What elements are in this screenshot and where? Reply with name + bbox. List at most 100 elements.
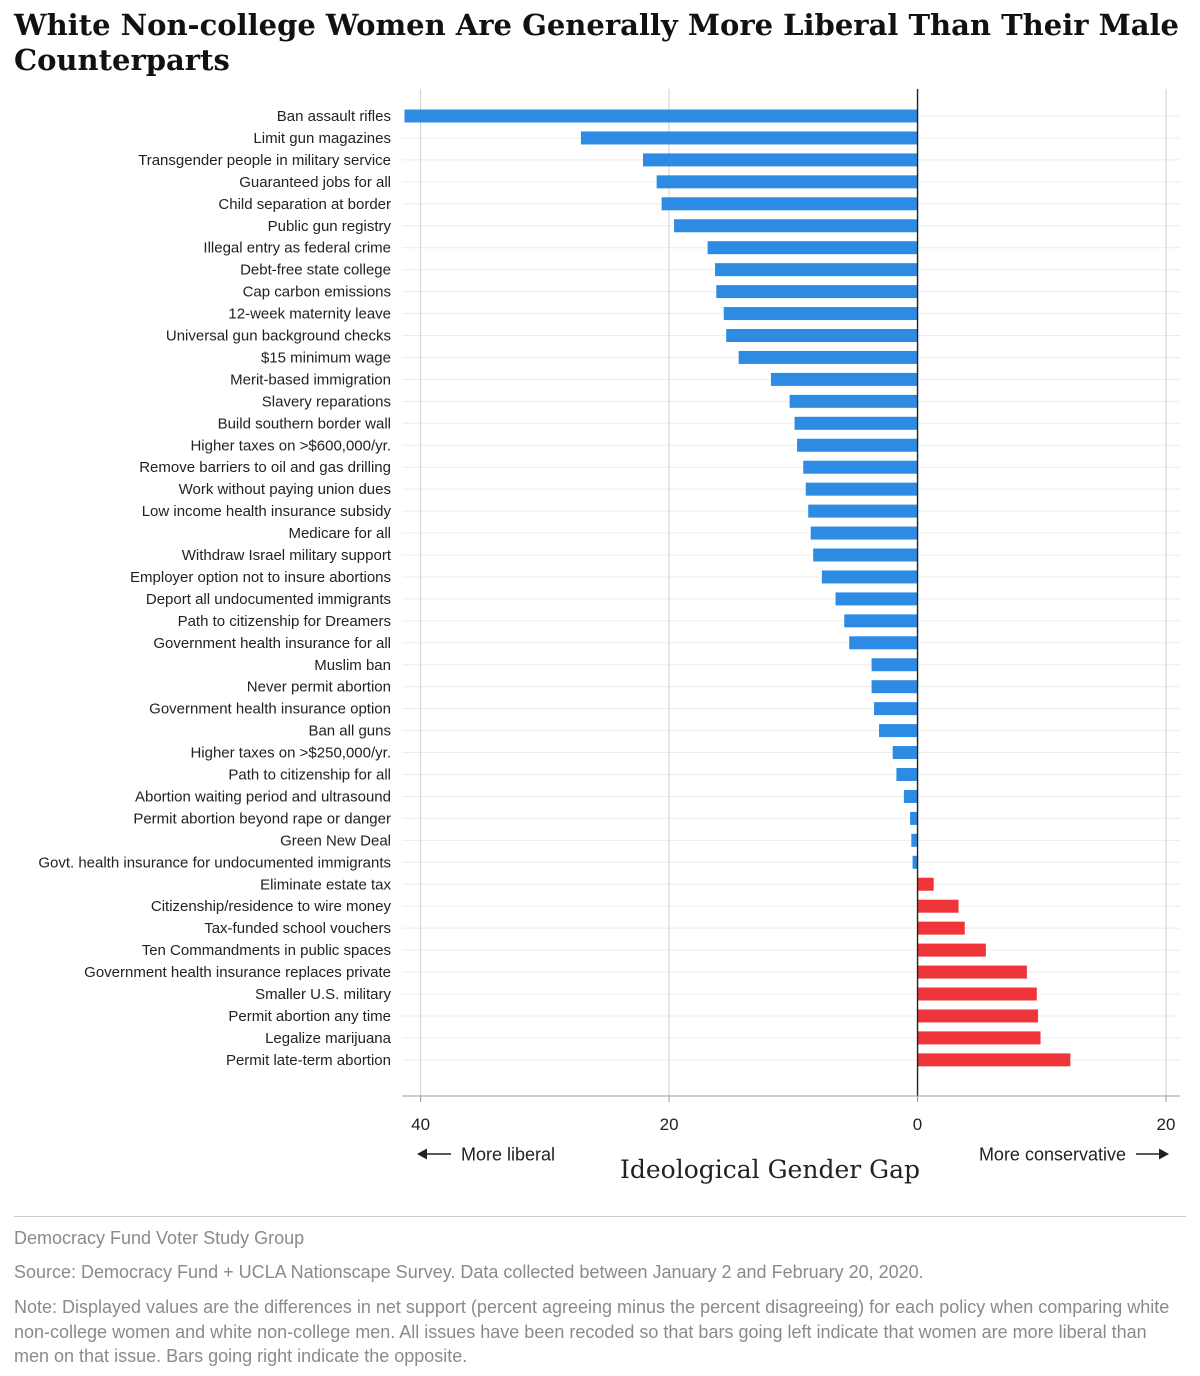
- bar: [903, 789, 918, 803]
- bar: [917, 1031, 1041, 1045]
- chart-title: White Non-college Women Are Generally Mo…: [14, 8, 1179, 77]
- bar: [917, 965, 1027, 979]
- category-label: Higher taxes on >$250,000/yr.: [190, 745, 391, 762]
- source-note: Source: Democracy Fund + UCLA Nationscap…: [14, 1262, 924, 1282]
- bar: [770, 372, 918, 386]
- category-label: Build southern border wall: [218, 415, 391, 432]
- bar: [917, 1053, 1071, 1067]
- bar: [871, 680, 918, 694]
- category-label: Remove barriers to oil and gas drilling: [139, 459, 391, 476]
- category-label: Debt-free state college: [240, 262, 391, 279]
- bar: [813, 548, 918, 562]
- category-label: Low income health insurance subsidy: [142, 503, 392, 520]
- category-label: Higher taxes on >$600,000/yr.: [190, 437, 391, 454]
- category-label: Child separation at border: [218, 196, 391, 213]
- category-label: Deport all undocumented immigrants: [146, 591, 391, 608]
- bar: [871, 658, 918, 672]
- bar: [797, 438, 918, 452]
- category-label: Permit abortion beyond rape or danger: [133, 810, 391, 827]
- category-label: Permit abortion any time: [228, 1008, 391, 1025]
- category-label: Government health insurance for all: [153, 635, 391, 652]
- bar: [892, 746, 918, 760]
- category-label: Permit late-term abortion: [226, 1052, 391, 1069]
- x-tick-label: 20: [1157, 1115, 1176, 1134]
- category-label: Legalize marijuana: [265, 1030, 392, 1047]
- category-label: Path to citizenship for all: [228, 767, 391, 784]
- category-label: Universal gun background checks: [166, 328, 391, 345]
- bar: [707, 241, 918, 255]
- bar: [879, 724, 918, 738]
- category-label: Tax-funded school vouchers: [204, 920, 391, 937]
- category-label: Illegal entry as federal crime: [203, 240, 391, 257]
- bar: [917, 943, 986, 957]
- bar: [874, 702, 918, 716]
- bars: [404, 109, 1071, 1067]
- methodology-note: Note: Displayed values are the differenc…: [14, 1297, 1170, 1366]
- bar: [844, 614, 918, 628]
- category-label: Abortion waiting period and ultrasound: [135, 788, 391, 805]
- bar: [803, 460, 918, 474]
- bar: [716, 285, 918, 299]
- right-arrow-head: [1159, 1148, 1169, 1160]
- category-label: Cap carbon emissions: [243, 284, 391, 301]
- bar: [580, 131, 918, 145]
- bar: [715, 263, 918, 277]
- bar: [917, 1009, 1039, 1023]
- bar: [794, 416, 918, 430]
- footer-divider: [14, 1216, 1186, 1217]
- bar: [917, 877, 934, 891]
- bar-chart: Ban assault rifles Limit gun magazines Tra…: [38, 89, 1180, 1184]
- x-tick-label: 20: [660, 1115, 679, 1134]
- category-label: Government health insurance replaces pri…: [84, 964, 391, 981]
- bar: [789, 394, 918, 408]
- category-label: Ban assault rifles: [277, 108, 391, 125]
- category-label: Smaller U.S. military: [255, 986, 391, 1003]
- bar: [661, 197, 918, 211]
- category-label: 12-week maternity leave: [228, 306, 391, 323]
- category-label: Govt. health insurance for undocumented …: [38, 854, 391, 871]
- x-axis-ticks: 40 20 0 20: [402, 1095, 1180, 1134]
- bar: [917, 921, 965, 935]
- category-label: Muslim ban: [314, 657, 391, 674]
- bar: [917, 899, 959, 913]
- bar: [643, 153, 918, 167]
- bar: [910, 811, 918, 825]
- brand-credit: Democracy Fund Voter Study Group: [14, 1228, 305, 1248]
- bar: [835, 592, 918, 606]
- category-label: Withdraw Israel military support: [182, 547, 392, 564]
- x-tick-label: 40: [411, 1115, 430, 1134]
- grid-lines: [402, 89, 1180, 1096]
- category-label: Ban all guns: [308, 723, 391, 740]
- bar: [808, 504, 918, 518]
- more-conservative-label: More conservative: [979, 1145, 1126, 1165]
- bar: [738, 350, 918, 364]
- category-label: Eliminate estate tax: [260, 876, 391, 893]
- bar: [810, 526, 918, 540]
- x-axis-title: Ideological Gender Gap: [620, 1155, 920, 1184]
- category-label: Limit gun magazines: [253, 130, 391, 147]
- more-liberal-label: More liberal: [461, 1145, 555, 1165]
- category-label: $15 minimum wage: [261, 349, 391, 366]
- bar: [656, 175, 918, 189]
- bar: [896, 768, 918, 781]
- direction-right: More conservative: [979, 1145, 1169, 1165]
- category-label: Green New Deal: [280, 832, 391, 849]
- category-label: Slavery reparations: [262, 393, 391, 410]
- bar: [723, 307, 918, 321]
- category-label: Work without paying union dues: [179, 481, 391, 498]
- left-arrow-head: [417, 1148, 427, 1160]
- category-label: Transgender people in military service: [138, 152, 391, 169]
- category-label: Citizenship/residence to wire money: [151, 898, 392, 915]
- direction-left: More liberal: [417, 1145, 555, 1165]
- category-label: Path to citizenship for Dreamers: [178, 613, 391, 630]
- bar: [849, 636, 918, 650]
- bar: [674, 219, 918, 233]
- bar: [911, 833, 918, 847]
- category-label: Never permit abortion: [247, 679, 391, 696]
- category-label: Merit-based immigration: [230, 371, 391, 388]
- category-label: Employer option not to insure abortions: [130, 569, 391, 586]
- bar: [805, 482, 918, 496]
- x-tick-label: 0: [913, 1115, 922, 1134]
- bar: [726, 329, 918, 342]
- category-label: Ten Commandments in public spaces: [142, 942, 391, 959]
